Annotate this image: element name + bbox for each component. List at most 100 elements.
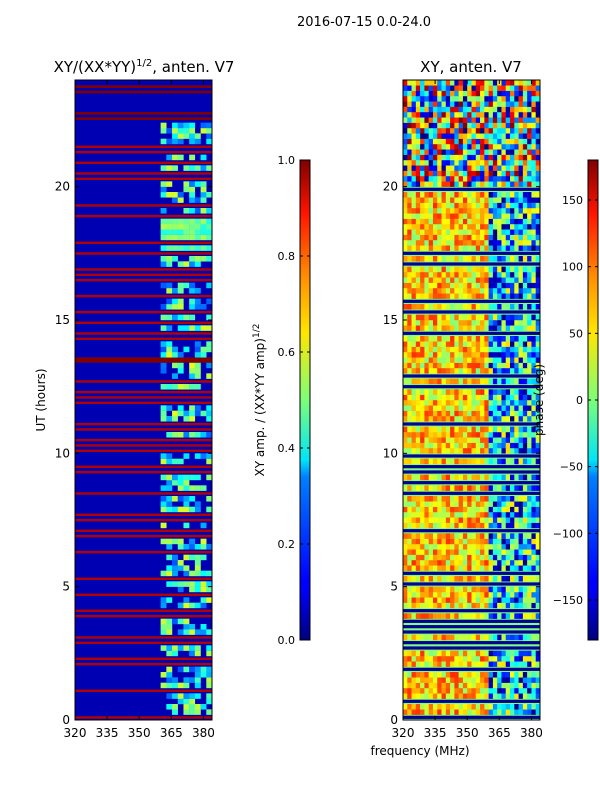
phase-cell: [501, 448, 506, 454]
amplitude-cell: [189, 122, 196, 129]
phase-cell: [501, 400, 506, 406]
phase-cell: [510, 160, 515, 166]
phase-cell: [505, 101, 511, 107]
phase-cell: [505, 112, 511, 118]
amplitude-cell: [189, 506, 196, 513]
phase-cell: [514, 549, 519, 555]
amplitude-cell: [160, 602, 167, 609]
phase-cell: [411, 682, 417, 689]
amplitude-cell: [189, 624, 196, 630]
phase-cell: [488, 106, 494, 113]
amplitude-flag-line: [75, 268, 212, 271]
phase-cell: [505, 320, 511, 326]
phase-cell: [454, 448, 459, 454]
amplitude-cell: [160, 405, 167, 411]
phase-cell: [432, 346, 438, 353]
phase-cell: [432, 554, 438, 561]
amplitude-flag-line: [75, 117, 212, 120]
phase-cell: [535, 208, 541, 214]
phase-cell: [450, 634, 455, 641]
phase-cell: [484, 432, 489, 438]
phase-cell: [505, 533, 511, 539]
phase-cell: [484, 117, 489, 123]
phase-cell: [428, 320, 434, 326]
phase-cell: [454, 325, 459, 331]
phase-cell: [441, 224, 447, 230]
phase-cell: [467, 586, 472, 593]
phase-cell: [415, 181, 421, 187]
phase-cell: [454, 602, 459, 609]
phase-cell: [437, 144, 442, 150]
phase-cell: [518, 245, 524, 251]
phase-cell: [428, 682, 434, 689]
phase-cell: [407, 394, 412, 401]
amplitude-cell: [183, 165, 190, 171]
phase-cell: [450, 154, 455, 161]
phase-cell: [471, 405, 476, 411]
phase-cell: [514, 506, 519, 513]
phase-cell: [535, 85, 541, 91]
phase-cell: [501, 101, 506, 107]
phase-cell: [403, 506, 408, 513]
phase-cell: [420, 314, 425, 321]
phase-cell: [407, 458, 412, 465]
amplitude-cell: [166, 298, 173, 305]
phase-cell: [471, 394, 476, 401]
phase-cell: [497, 442, 502, 449]
phase-cell: [462, 192, 468, 198]
phase-cell: [492, 656, 498, 662]
phase-cell: [424, 448, 429, 454]
phase-cell: [467, 704, 472, 710]
phase-cell: [510, 197, 515, 203]
amplitude-cell: [200, 544, 207, 550]
phase-cell: [424, 656, 429, 662]
phase-cell: [424, 112, 429, 118]
phase-cell: [484, 394, 489, 401]
phase-cell: [480, 224, 485, 230]
amplitude-cell: [166, 672, 173, 678]
phase-cell: [492, 544, 498, 550]
phase-cell: [488, 218, 494, 225]
phase-cell: [531, 533, 536, 539]
amplitude-cell: [160, 282, 167, 289]
phase-cell: [424, 341, 429, 347]
phase-cell: [437, 208, 442, 214]
phase-cell: [492, 160, 498, 166]
phase-cell: [415, 293, 421, 299]
phase-cell: [411, 704, 417, 710]
phase-cell: [462, 266, 468, 273]
phase-cell: [488, 709, 494, 715]
phase-cell: [484, 122, 489, 129]
phase-cell: [403, 282, 408, 289]
phase-cell: [531, 202, 536, 209]
phase-cell: [420, 272, 425, 278]
phase-cell: [518, 602, 524, 609]
amplitude-cell: [177, 192, 184, 198]
phase-cell: [458, 362, 464, 369]
phase-cell: [518, 400, 524, 406]
phase-cell: [403, 122, 408, 129]
phase-cell: [522, 560, 528, 566]
phase-cell: [437, 272, 442, 278]
phase-cell: [450, 474, 455, 481]
amplitude-cell: [177, 128, 184, 134]
phase-cell: [403, 554, 408, 561]
phase-cell: [492, 485, 498, 491]
phase-cell: [535, 501, 541, 507]
phase-cell: [415, 240, 421, 246]
phase-cell: [501, 496, 506, 502]
phase-cell: [471, 325, 476, 331]
phase-cell: [484, 192, 489, 198]
phase-cell: [527, 560, 532, 566]
phase-cell: [480, 709, 485, 715]
phase-cell: [527, 314, 532, 321]
phase-cell: [471, 682, 476, 689]
phase-cell: [458, 325, 464, 331]
phase-cell: [497, 352, 502, 358]
phase-cell: [415, 565, 421, 571]
phase-cell: [505, 272, 511, 278]
phase-cell: [437, 485, 442, 491]
phase-cell: [403, 256, 408, 262]
phase-cell: [441, 533, 447, 539]
phase-cell: [445, 688, 451, 694]
